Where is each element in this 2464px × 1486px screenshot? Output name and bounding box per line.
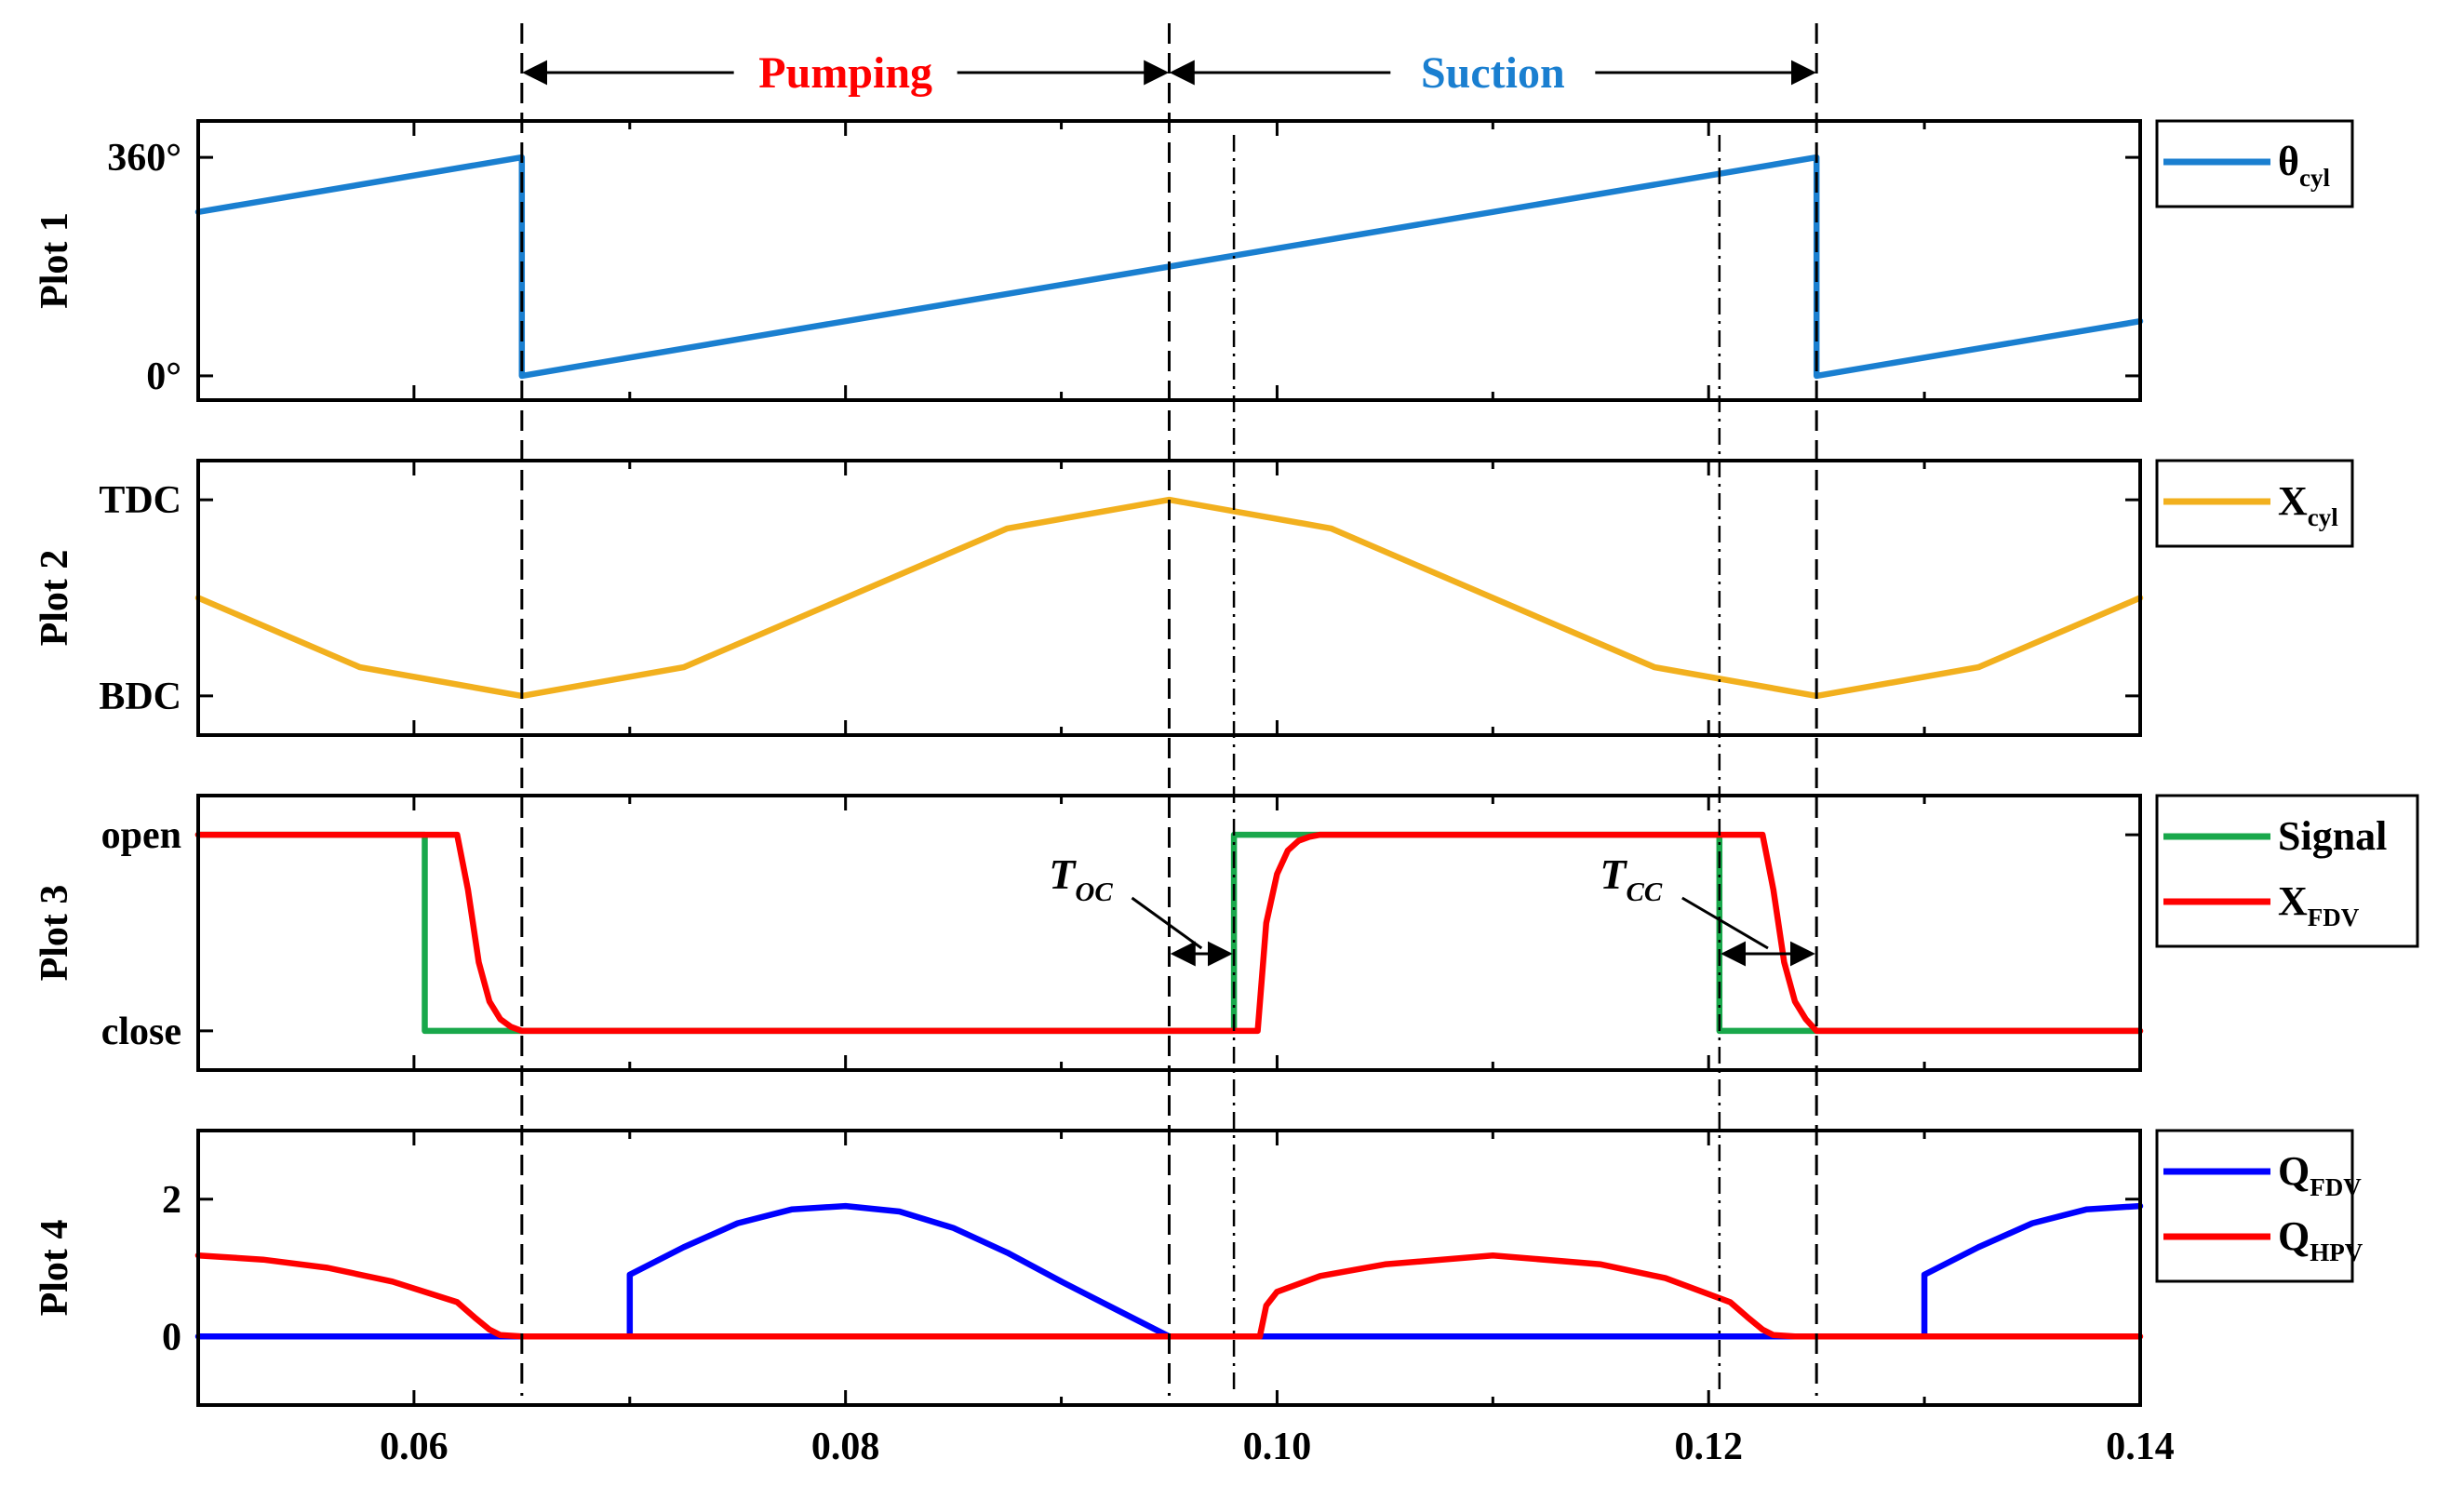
plot-1: 0° 360° Plot 1 θcyl: [33, 119, 2354, 402]
legend-label-main: θ: [2278, 139, 2299, 184]
legend-label-subscript: FDV: [2308, 904, 2360, 931]
phase-annotations: Pumping Suction: [522, 48, 1816, 98]
x-tick-label: 0.08: [811, 1426, 880, 1468]
y-axis-title: Plot 3: [33, 885, 76, 982]
legend-label: Xcyl: [2278, 478, 2338, 531]
plot-2: BDC TDC Plot 2 Xcyl: [33, 459, 2354, 737]
phase-label-pumping: Pumping: [758, 48, 932, 98]
series-q-hpv-line: [194, 1252, 2144, 1340]
x-tick-label: 0.10: [1243, 1426, 1312, 1468]
y-tick-label: close: [101, 1011, 181, 1053]
timing-label-cc: TCC: [1600, 850, 1662, 907]
y-tick-label: 2: [162, 1179, 181, 1222]
legend-label: Signal: [2278, 813, 2387, 859]
y-axis-title: Plot 4: [33, 1220, 76, 1317]
y-tick-label: 0°: [146, 355, 181, 398]
y-tick-label: TDC: [99, 479, 181, 522]
legend-label-subscript: FDV: [2310, 1173, 2362, 1201]
y-tick-label: BDC: [99, 676, 181, 718]
legend-label-main: X: [2278, 878, 2308, 924]
legend: Xcyl: [2155, 459, 2354, 548]
legend-label-main: X: [2278, 478, 2308, 524]
legend-label: QHPV: [2278, 1213, 2364, 1266]
legend: θcyl: [2155, 119, 2354, 208]
legend-label-subscript: cyl: [2308, 503, 2338, 531]
timing-leader-line: [1681, 896, 1769, 950]
legend-label: XFDV: [2278, 878, 2360, 931]
series-q-fdv-line: [194, 1202, 2144, 1340]
timing-label-oc: TOC: [1049, 850, 1113, 907]
legend-box: [2155, 1129, 2354, 1283]
timing-label-cc-main: T: [1600, 850, 1627, 898]
legend-label-subscript: HPV: [2310, 1238, 2363, 1266]
x-tick-label: 0.06: [380, 1426, 449, 1468]
legend-box: [2155, 794, 2419, 948]
y-axis-title: Plot 1: [33, 212, 76, 309]
timing-label-cc-subscript: CC: [1627, 877, 1663, 907]
timing-leader-line: [1131, 896, 1203, 950]
x-tick-label: 0.12: [1674, 1426, 1743, 1468]
y-tick-label: 0: [162, 1316, 181, 1359]
phase-label-suction: Suction: [1421, 48, 1565, 98]
legend-label-subscript: cyl: [2299, 164, 2330, 192]
legend-label-main: Signal: [2278, 813, 2387, 859]
timing-annotations: TOC TCC: [1049, 850, 1815, 967]
timing-label-oc-subscript: OC: [1075, 877, 1113, 907]
series-x-fdv-line: [194, 831, 2144, 1035]
timing-label-oc-main: T: [1049, 850, 1077, 898]
x-tick-label: 0.14: [2106, 1426, 2175, 1468]
legend: Signal XFDV: [2155, 794, 2419, 948]
y-axis-title: Plot 2: [33, 550, 76, 647]
legend-label: θcyl: [2278, 139, 2330, 192]
legend-label-main: Q: [2278, 1213, 2310, 1259]
y-tick-label: 360°: [107, 137, 181, 180]
y-tick-label: open: [101, 814, 181, 857]
legend-label-main: Q: [2278, 1148, 2310, 1194]
legend-label: QFDV: [2278, 1148, 2362, 1201]
plot-3: close open Plot 3 Signal XFDV: [33, 794, 2419, 1072]
guide-lines: [520, 23, 1818, 1396]
x-axis: 0.06 0.08 0.10 0.12 0.14: [380, 1426, 2175, 1468]
